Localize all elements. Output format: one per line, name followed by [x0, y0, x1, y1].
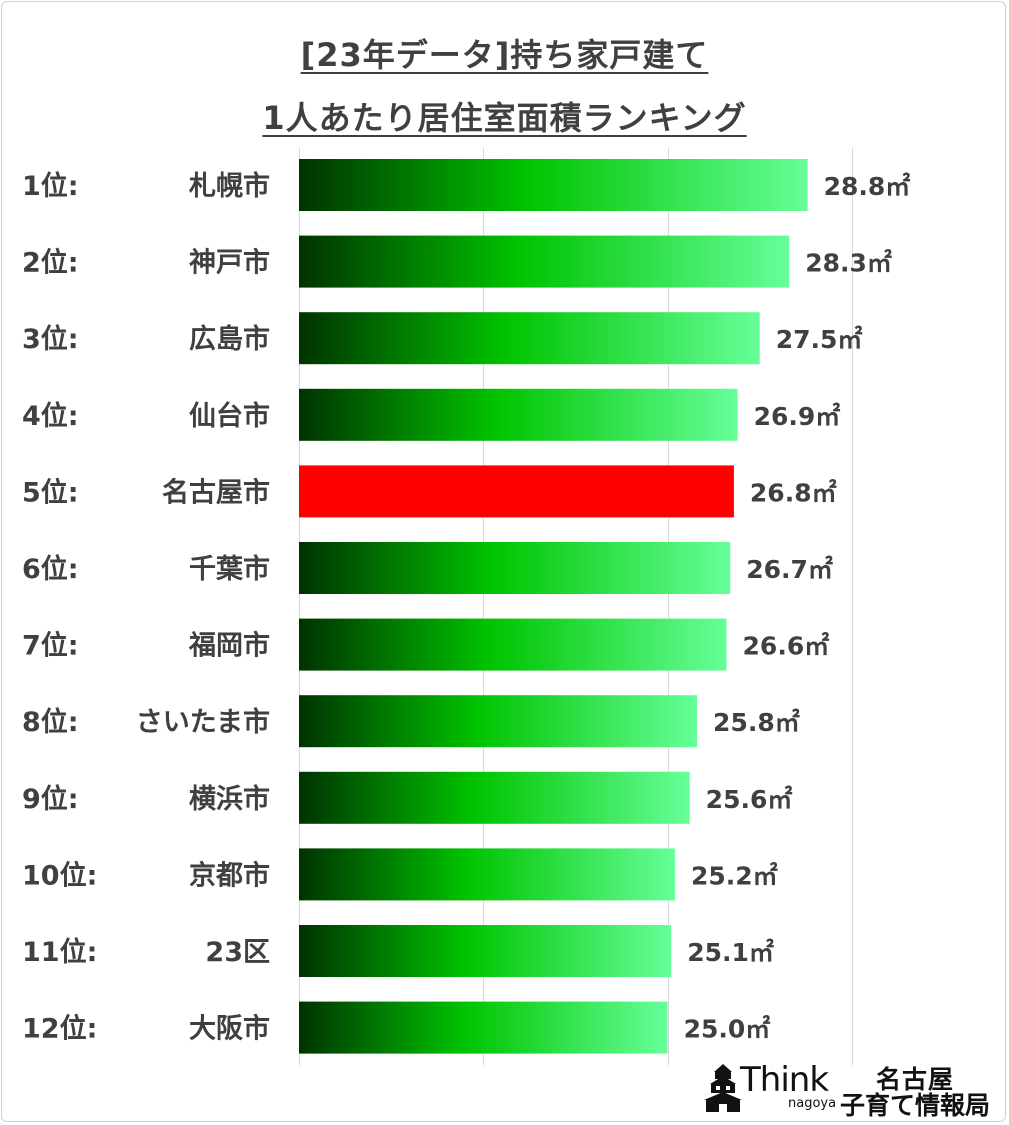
value-label-1: 28.8㎡ — [824, 172, 911, 201]
rank-label-11: 11位: — [22, 936, 97, 968]
city-label-8: さいたま市 — [136, 706, 270, 738]
site-logo: Think nagoya 名古屋 子育て情報局 — [700, 1058, 1000, 1120]
bar-2 — [299, 235, 790, 288]
logo-jp-line1: 名古屋 — [876, 1065, 955, 1094]
value-label-12: 25.0㎡ — [684, 1015, 771, 1044]
rank-label-9: 9位: — [22, 783, 79, 815]
value-label-7: 26.6㎡ — [743, 632, 830, 661]
rank-label-8: 8位: — [22, 706, 79, 738]
city-label-5: 名古屋市 — [162, 476, 270, 508]
value-label-4: 26.9㎡ — [754, 402, 841, 431]
rank-label-5: 5位: — [22, 476, 79, 508]
rank-label-4: 4位: — [22, 400, 79, 432]
rank-label-7: 7位: — [22, 630, 79, 662]
chart-title-line2: 1人あたり居住室面積ランキング — [262, 99, 747, 137]
bar-4 — [299, 388, 738, 441]
rank-label-1: 1位: — [22, 170, 79, 202]
bar-11 — [299, 925, 672, 977]
chart-title-line1: [23年データ]持ち家戸建て — [300, 36, 709, 74]
city-label-9: 横浜市 — [189, 783, 270, 815]
value-label-6: 26.7㎡ — [746, 555, 833, 584]
city-label-1: 札幌市 — [189, 170, 270, 202]
value-label-10: 25.2㎡ — [691, 861, 778, 890]
value-label-2: 28.3㎡ — [805, 249, 892, 278]
value-label-3: 27.5㎡ — [776, 325, 863, 354]
bar-5 — [299, 465, 734, 518]
city-label-6: 千葉市 — [189, 553, 270, 585]
rank-label-10: 10位: — [22, 859, 97, 891]
value-label-5: 26.8㎡ — [750, 478, 837, 507]
bar-12 — [299, 1001, 668, 1054]
city-label-3: 広島市 — [189, 323, 270, 355]
bar-6 — [299, 542, 731, 594]
rank-label-3: 3位: — [22, 323, 79, 355]
logo-jp-line2: 子育て情報局 — [840, 1091, 991, 1120]
city-label-11: 23区 — [205, 937, 270, 968]
bar-10 — [299, 848, 675, 901]
city-label-12: 大阪市 — [189, 1013, 270, 1045]
city-label-10: 京都市 — [189, 859, 270, 891]
value-label-9: 25.6㎡ — [706, 785, 793, 814]
rank-label-6: 6位: — [22, 553, 79, 585]
logo-nagoya-text: nagoya — [788, 1096, 837, 1111]
logo-think-text: Think — [740, 1060, 829, 1100]
city-label-2: 神戸市 — [189, 247, 270, 279]
city-label-7: 福岡市 — [188, 630, 270, 662]
city-label-4: 仙台市 — [189, 400, 270, 432]
rank-label-2: 2位: — [22, 247, 79, 279]
bar-7 — [299, 618, 727, 671]
bar-1 — [299, 159, 808, 211]
rank-label-12: 12位: — [22, 1013, 97, 1045]
value-label-11: 25.1㎡ — [687, 938, 774, 967]
bar-3 — [299, 312, 760, 365]
castle-icon — [704, 1064, 742, 1112]
bar-8 — [299, 695, 698, 748]
value-label-8: 25.8㎡ — [713, 708, 800, 737]
bar-9 — [299, 771, 690, 824]
